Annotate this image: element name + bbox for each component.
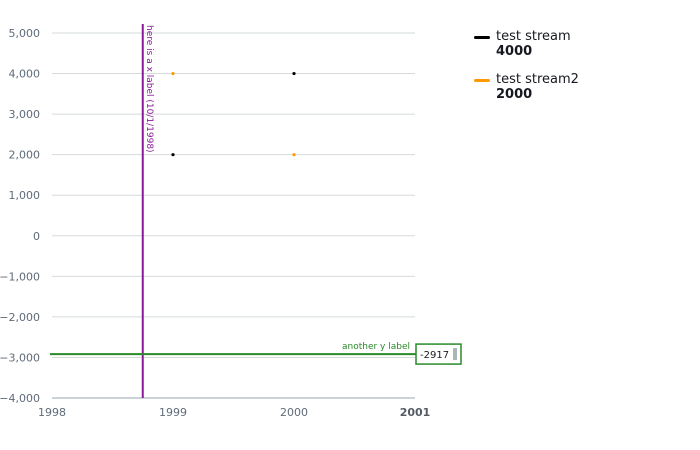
x-tick-label: 1998 — [38, 406, 66, 419]
value-box-text: -2917 — [420, 350, 449, 361]
y-tick-label: 1,000 — [9, 189, 41, 202]
drag-handle-icon[interactable] — [453, 348, 457, 361]
x-tick-label: 2000 — [280, 406, 308, 419]
y-tick-label: 0 — [33, 230, 40, 243]
legend-item-test-stream[interactable]: test stream 4000 — [474, 29, 579, 59]
data-point[interactable] — [292, 71, 296, 76]
y-tick-label: −3,000 — [0, 351, 40, 364]
vertical-annotation-label: here is a x label (10/1/1998) — [144, 25, 154, 153]
legend-series-name: test stream2 — [496, 72, 579, 87]
gridlines — [52, 32, 415, 358]
legend: test stream 4000 test stream2 2000 — [474, 29, 579, 115]
legend-series-value: 2000 — [496, 87, 533, 102]
y-tick-label: 2,000 — [9, 149, 41, 162]
horizontal-annotation-label: another y label — [342, 342, 410, 352]
horizontal-annotation: another y label -2917 — [50, 342, 462, 365]
y-tick-label: 3,000 — [9, 108, 41, 121]
y-tick-label: 4,000 — [9, 68, 41, 81]
legend-item-test-stream2[interactable]: test stream2 2000 — [474, 72, 579, 102]
x-tick-label: 2001 — [400, 406, 431, 419]
y-tick-label: 5,000 — [9, 27, 41, 40]
x-tick-label: 1999 — [159, 406, 187, 419]
data-points — [171, 71, 296, 157]
legend-swatch-icon — [474, 79, 490, 82]
vertical-annotation: here is a x label (10/1/1998) — [141, 24, 154, 398]
data-point[interactable] — [292, 153, 296, 157]
legend-swatch-icon — [474, 36, 490, 39]
y-tick-label: −4,000 — [0, 392, 40, 405]
x-axis-ticks: 1998 1999 2000 2001 — [38, 406, 430, 419]
legend-series-name: test stream — [496, 29, 571, 44]
y-tick-label: −2,000 — [0, 311, 40, 324]
value-box-border — [415, 343, 462, 365]
horizontal-annotation-value-box[interactable]: -2917 — [415, 343, 462, 365]
data-point[interactable] — [171, 71, 175, 76]
y-tick-label: −1,000 — [0, 270, 40, 283]
y-axis-ticks: 5,000 4,000 3,000 2,000 1,000 0 −1,000 −2,000 −3… — [0, 27, 40, 405]
data-point[interactable] — [171, 153, 175, 157]
legend-series-value: 4000 — [496, 44, 533, 59]
